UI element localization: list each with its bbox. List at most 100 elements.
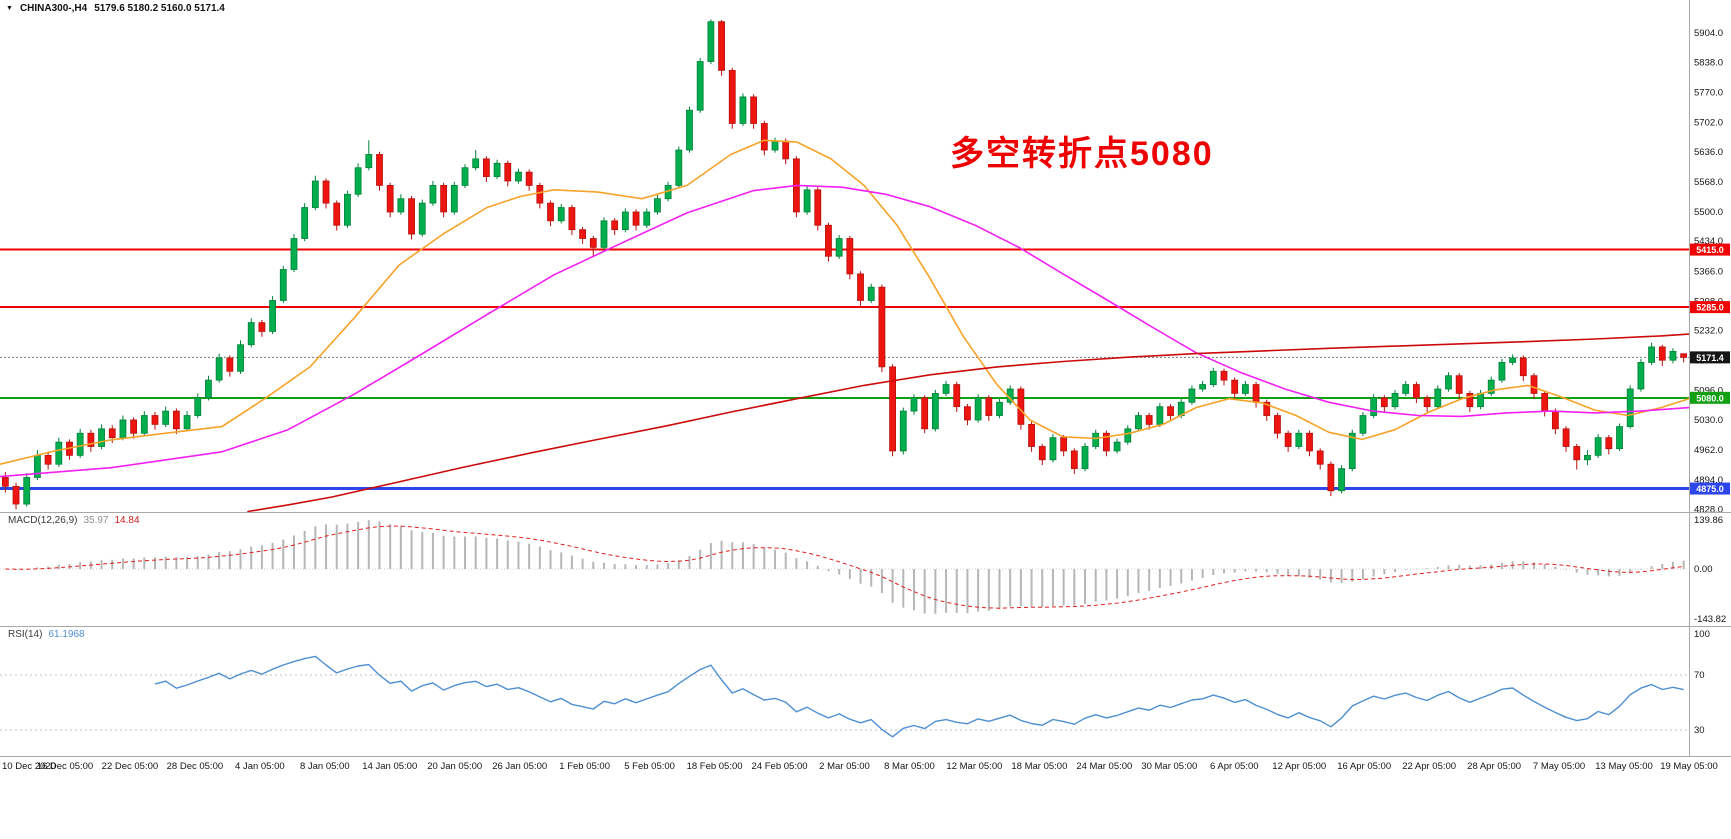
current-price-tag: 5171.4 [1690, 351, 1730, 364]
candle-body [814, 189, 822, 226]
candle-body [1209, 370, 1217, 385]
candle-body [55, 441, 63, 465]
candle-body [333, 202, 341, 226]
price-tag-4875: 4875.0 [1690, 482, 1730, 495]
svg-text:5702.0: 5702.0 [1694, 118, 1723, 129]
candle-body [1060, 437, 1068, 452]
svg-text:8 Mar 05:00: 8 Mar 05:00 [884, 761, 935, 772]
candle-body [183, 415, 191, 430]
candle-body [953, 384, 961, 408]
rsi-levels [0, 674, 1689, 731]
candle-body [1466, 393, 1474, 408]
svg-text:22 Apr 05:00: 22 Apr 05:00 [1402, 761, 1456, 772]
candle-body [1252, 384, 1260, 403]
candle-body [1274, 415, 1281, 434]
candle-body [258, 322, 266, 332]
price-axis[interactable] [1689, 0, 1731, 756]
candle-body [130, 419, 138, 434]
candle-body [1124, 428, 1132, 443]
candle-body [1070, 450, 1078, 470]
candle-body [974, 397, 982, 421]
svg-text:4875.0: 4875.0 [1696, 484, 1724, 494]
candle-body [1316, 450, 1324, 465]
candle-body [44, 454, 52, 465]
candle-body [1477, 393, 1484, 408]
candle-body [1017, 388, 1025, 425]
candle-body [1028, 423, 1035, 447]
candle-body [825, 224, 832, 257]
svg-text:14 Jan 05:00: 14 Jan 05:00 [362, 761, 417, 772]
candle-body [386, 185, 394, 213]
candle-body [1648, 346, 1655, 363]
candle-body [536, 185, 544, 204]
rsi-indicator-label: RSI(14) 61.1968 [8, 629, 85, 640]
candle-body [247, 322, 255, 346]
svg-text:-143.82: -143.82 [1694, 614, 1726, 625]
candle-body [889, 366, 897, 452]
candle-body [482, 158, 490, 177]
date-axis[interactable] [0, 756, 1731, 782]
candle-body [1402, 384, 1410, 394]
candle-body [899, 410, 907, 452]
candle-body [846, 238, 854, 275]
rsi-value: 61.1968 [48, 629, 85, 640]
candle-body [675, 149, 683, 186]
candles-layer [1, 19, 1688, 510]
candle-body [525, 171, 533, 186]
svg-text:28 Apr 05:00: 28 Apr 05:00 [1467, 761, 1521, 772]
candle-body [108, 428, 116, 439]
candle-body [739, 96, 747, 124]
candle-body [996, 401, 1003, 416]
macd-signal-value: 14.84 [114, 515, 140, 526]
svg-text:5568.0: 5568.0 [1694, 177, 1723, 188]
candle-body [910, 397, 918, 412]
candle-body [1498, 362, 1506, 381]
macd-indicator-label: MACD(12,26,9) 35.97 14.84 [8, 515, 140, 526]
candle-body [1135, 415, 1142, 430]
candle-body [1231, 379, 1239, 394]
candle-body [1445, 375, 1452, 390]
candle-body [1509, 357, 1517, 363]
svg-text:5434.0: 5434.0 [1694, 236, 1723, 247]
svg-text:18 Mar 05:00: 18 Mar 05:00 [1011, 761, 1067, 772]
candle-body [557, 207, 565, 222]
svg-text:5366.0: 5366.0 [1694, 266, 1723, 277]
candle-body [397, 198, 405, 213]
candle-body [857, 273, 864, 301]
svg-text:5770.0: 5770.0 [1694, 87, 1723, 98]
candle-body [1167, 406, 1174, 416]
candle-body [654, 198, 661, 213]
price-tag-5285: 5285.0 [1690, 301, 1730, 314]
svg-text:24 Mar 05:00: 24 Mar 05:00 [1076, 761, 1132, 772]
macd-main-value: 35.97 [83, 515, 109, 526]
candle-body [686, 109, 693, 151]
candle-body [1551, 410, 1559, 430]
candle-body [1220, 370, 1228, 381]
svg-text:28 Dec 05:00: 28 Dec 05:00 [167, 761, 224, 772]
svg-text:4962.0: 4962.0 [1694, 445, 1723, 456]
candle-body [1295, 432, 1303, 447]
candle-body [1423, 397, 1431, 408]
candle-body [942, 384, 950, 394]
svg-text:5500.0: 5500.0 [1694, 207, 1723, 218]
svg-text:4 Jan 05:00: 4 Jan 05:00 [235, 761, 285, 772]
svg-text:22 Dec 05:00: 22 Dec 05:00 [102, 761, 159, 772]
candle-body [1413, 384, 1420, 399]
svg-text:16 Apr 05:00: 16 Apr 05:00 [1337, 761, 1391, 772]
candle-body [1241, 384, 1249, 394]
candle-body [782, 140, 790, 160]
ma-fast-line [0, 139, 1690, 465]
candle-body [589, 238, 597, 248]
candle-body [76, 432, 84, 456]
svg-text:5285.0: 5285.0 [1696, 303, 1724, 313]
candle-body [1594, 437, 1602, 456]
svg-text:26 Jan 05:00: 26 Jan 05:00 [492, 761, 547, 772]
candle-body [1541, 393, 1549, 412]
rsi-name: RSI(14) [8, 629, 43, 640]
macd-signal-line [5, 525, 1684, 609]
candle-body [1370, 397, 1378, 416]
candle-body [23, 477, 31, 505]
candle-body [493, 162, 501, 177]
